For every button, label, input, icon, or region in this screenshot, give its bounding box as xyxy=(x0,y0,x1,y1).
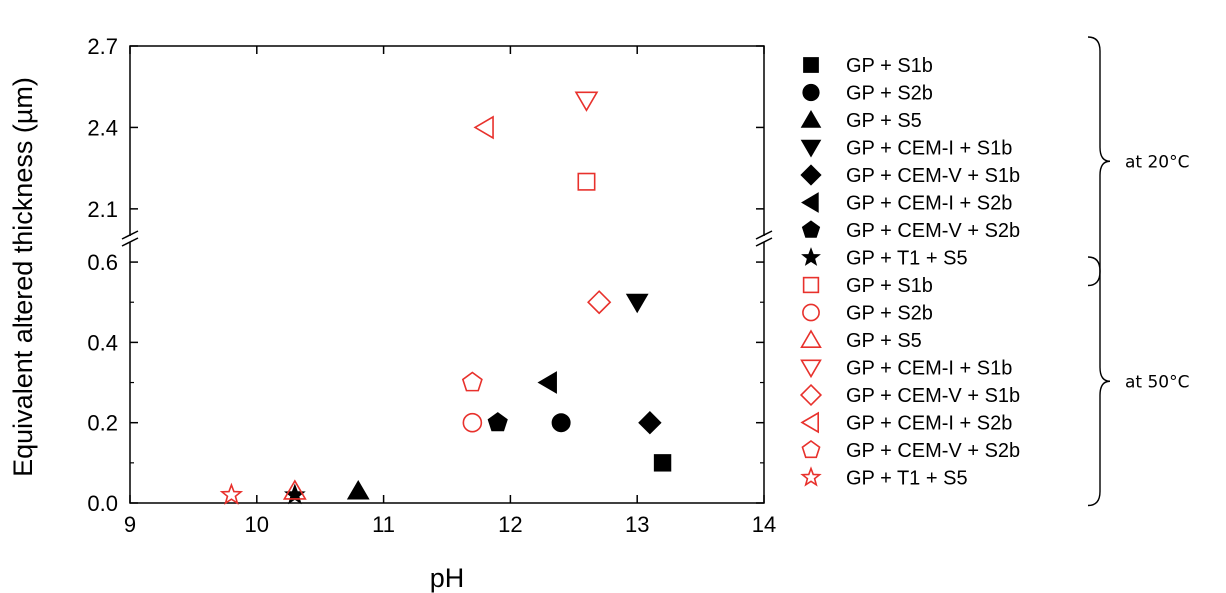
x-tick-label: 9 xyxy=(124,512,136,537)
y-tick-label: 0.4 xyxy=(87,330,118,355)
legend-label: GP + CEM-V + S1b xyxy=(846,385,1020,407)
axis-break-right-b xyxy=(755,237,773,247)
data-point xyxy=(574,91,599,112)
y-tick-label: 0.2 xyxy=(87,411,118,436)
data-points xyxy=(219,91,672,505)
data-point xyxy=(462,412,483,433)
legend-marker xyxy=(801,192,819,213)
axis-break-marks xyxy=(121,230,773,247)
legend-marker xyxy=(803,57,819,73)
y-axis-title: Equivalent altered thickness (µm) xyxy=(8,77,38,477)
y-tick-label: 2.1 xyxy=(87,197,118,222)
x-tick-label: 11 xyxy=(372,512,395,537)
legend-marker xyxy=(801,440,821,459)
legend-marker xyxy=(800,110,822,128)
x-tick-label: 10 xyxy=(245,512,269,537)
data-point xyxy=(461,371,483,392)
axis-break-left-a xyxy=(121,230,139,240)
legend-label: GP + CEM-I + S2b xyxy=(846,193,1012,215)
plot-frame xyxy=(129,45,765,504)
legend-marker xyxy=(800,411,820,434)
data-point xyxy=(346,479,370,500)
legend-brace xyxy=(1087,256,1111,507)
legend-marker xyxy=(800,139,822,158)
legend-marker xyxy=(802,83,820,102)
legend-label: GP + T1 + S5 xyxy=(846,468,968,490)
legend-group-braces: at 20°C at 50°C xyxy=(1087,36,1190,507)
legend-marker xyxy=(800,359,822,379)
y-axis-ticks: 0.0 0.2 0.4 0.6 2.1 2.4 2.7 xyxy=(87,34,764,516)
x-axis-ticks: 9 10 11 12 13 14 xyxy=(124,46,776,537)
y-tick-label: 0.0 xyxy=(87,491,118,516)
legend: GP + S1b GP + S2b GP + S5 GP + CEM-I + S1b G… xyxy=(799,55,1020,490)
data-point xyxy=(283,483,306,505)
legend-marker xyxy=(802,303,820,322)
data-point xyxy=(577,172,596,191)
legend-marker xyxy=(802,276,820,294)
legend-label: GP + S2b xyxy=(846,83,933,105)
x-tick-label: 12 xyxy=(498,512,522,537)
legend-label: GP + CEM-I + S1b xyxy=(846,138,1012,160)
legend-label: GP + CEM-I + S2b xyxy=(846,413,1012,435)
legend-marker xyxy=(800,466,822,487)
legend-group-label: at 50°C xyxy=(1125,372,1190,392)
x-axis-title: pH xyxy=(430,563,465,593)
data-point xyxy=(638,410,662,435)
legend-group-label: at 20°C xyxy=(1125,152,1190,172)
data-point xyxy=(473,115,494,140)
y-tick-label: 2.7 xyxy=(87,34,118,59)
data-point xyxy=(282,479,307,500)
legend-label: GP + S5 xyxy=(846,110,922,132)
legend-label: GP + S1b xyxy=(846,275,933,297)
legend-label: GP + S5 xyxy=(846,330,922,352)
data-point xyxy=(537,371,557,394)
data-point xyxy=(487,412,508,432)
data-point xyxy=(551,413,571,433)
legend-label: GP + CEM-V + S2b xyxy=(846,220,1020,242)
legend-marker xyxy=(800,329,822,349)
data-point xyxy=(587,290,612,315)
x-tick-label: 13 xyxy=(625,512,649,537)
legend-label: GP + CEM-V + S2b xyxy=(846,440,1020,462)
legend-marker xyxy=(799,383,823,407)
y-tick-label: 0.6 xyxy=(87,250,118,275)
axis-break-right-a xyxy=(755,230,773,240)
plot-frame-lower xyxy=(129,242,765,504)
legend-label: GP + CEM-I + S1b xyxy=(846,358,1012,380)
legend-label: GP + S2b xyxy=(846,303,933,325)
legend-label: GP + T1 + S5 xyxy=(846,248,968,270)
legend-label: GP + CEM-V + S1b xyxy=(846,165,1020,187)
legend-label: GP + S1b xyxy=(846,55,933,77)
y-tick-label: 2.4 xyxy=(87,115,118,140)
data-point xyxy=(653,454,672,472)
x-tick-label: 14 xyxy=(752,512,776,537)
plot-frame-upper xyxy=(129,45,765,236)
data-point xyxy=(625,293,649,314)
legend-marker xyxy=(800,164,822,186)
legend-marker xyxy=(801,247,821,266)
legend-brace xyxy=(1087,36,1111,287)
data-point xyxy=(219,482,244,505)
axis-break-left-b xyxy=(121,237,139,247)
legend-marker xyxy=(801,220,821,238)
